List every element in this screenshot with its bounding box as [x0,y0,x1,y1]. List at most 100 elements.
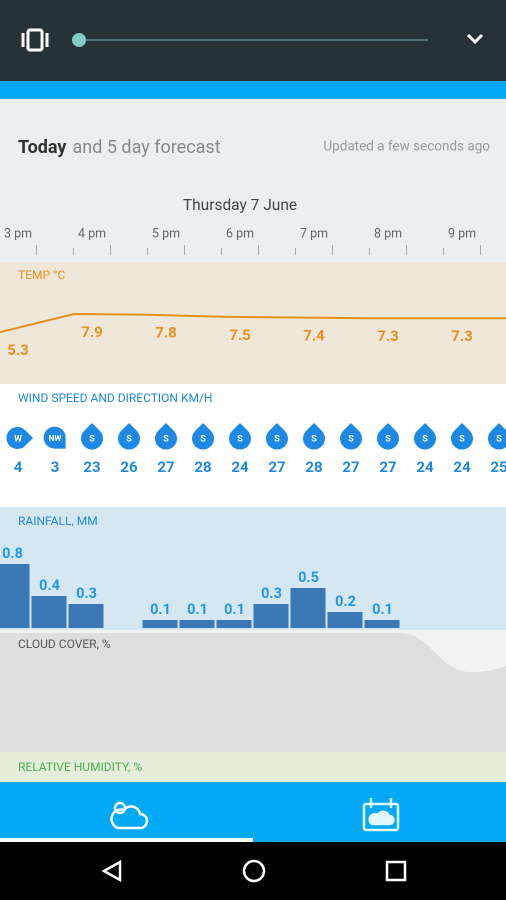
wind-drop [6,427,33,449]
wind-speed: 25 [490,458,506,476]
wind-drop [229,423,251,450]
rain-value: 0.1 [187,601,208,618]
temp-value: 7.5 [229,326,251,344]
tab-indicator [0,838,253,842]
temp-section [0,262,506,384]
vibrate-icon[interactable] [21,28,49,52]
wind-direction: W [14,434,22,444]
calendar-tab[interactable] [362,798,400,832]
wind-drop [451,423,473,450]
time-label: 3 pm [4,226,32,241]
wind-drop [377,423,399,450]
home-button[interactable] [242,859,266,883]
date: Thursday 7 June [183,196,297,214]
wind-drop [303,423,325,450]
wind-drop [155,423,177,450]
updated: Updated a few seconds ago [323,139,490,155]
rain-bar [68,604,104,628]
rain-bar [142,620,178,628]
wind-direction: S [89,434,95,444]
wind-icon: S [414,423,436,450]
humidity-section [0,752,506,782]
wind-drop [81,423,103,450]
time-label: 7 pm [300,226,328,241]
rain-value: 0.3 [261,585,282,602]
accent-strip [0,81,506,99]
rain-bar [0,564,30,628]
wind-speed: 26 [120,458,138,476]
wind-speed: 24 [231,458,249,476]
title-bold: Today [18,137,67,158]
wind-icon: S [451,423,473,450]
rain-value: 0.1 [372,601,393,618]
wind-direction: S [163,434,169,444]
title: Today and 5 day forecast [18,137,221,158]
rain-bar [253,604,289,628]
cloud-area [0,633,506,752]
rain-bar [327,612,363,628]
time-label: 4 pm [78,226,106,241]
wind-icon: S [155,423,177,450]
rain-value: 0.2 [335,593,356,610]
wind-drop [118,423,140,450]
wind-icon: W [6,427,33,449]
wind-direction: S [496,434,502,444]
temp-value: 7.3 [377,327,399,345]
temp-value: 7.3 [451,327,473,345]
wind-drop [414,423,436,450]
time-label: 9 pm [448,226,476,241]
wind-icon: S [118,423,140,450]
temp-line [0,312,506,334]
wind-speed: 23 [83,458,100,476]
recents-button[interactable] [385,860,407,882]
rain-value: 0.3 [76,585,97,602]
section-label: CLOUD COVER, % [18,637,111,651]
temp-value: 7.9 [81,323,103,341]
rain-value: 0.4 [39,577,60,594]
wind-direction: S [237,434,243,444]
slider-thumb[interactable] [72,33,86,47]
wind-icon: S [81,423,103,450]
wind-direction: S [126,434,132,444]
time-label: 5 pm [152,226,180,241]
bottom-nav [0,782,506,842]
forecast-tab[interactable] [110,801,149,830]
temp-value: 5.3 [7,341,29,359]
system-nav [0,842,506,900]
wind-speed: 27 [379,458,396,476]
wind-speed: 27 [342,458,359,476]
rain-bar [31,596,67,628]
wind-drop [266,423,288,450]
section-label: WIND SPEED AND DIRECTION KM/H [18,391,212,405]
wind-direction: S [348,434,354,444]
wind-speed: 27 [157,458,174,476]
section-label: RELATIVE HUMIDITY, % [18,760,142,774]
wind-direction: S [459,434,465,444]
wind-direction: S [200,434,206,444]
wind-icon: S [340,423,362,450]
wind-icon: S [377,423,399,450]
wind-speed: 3 [51,458,60,476]
wind-speed: 28 [305,458,322,476]
wind-direction: S [311,434,317,444]
wind-speed: 4 [14,458,23,476]
wind-icon: NW [43,426,66,449]
wind-drop [488,423,506,450]
time-label: 6 pm [226,226,254,241]
back-button[interactable] [101,859,122,883]
wind-drop [43,426,66,449]
chevron[interactable] [466,33,484,45]
wind-direction: NW [49,434,62,443]
wind-icon: S [266,423,288,450]
wind-speed: 24 [453,458,471,476]
wind-direction: S [422,434,428,444]
section-label: RAINFALL, MM [18,514,98,528]
temp-value: 7.4 [303,326,325,344]
rain-bar [290,588,326,628]
wind-speed: 28 [194,458,211,476]
wind-icon: S [192,423,214,450]
section-label: TEMP °C [18,268,65,282]
wind-drop [340,423,362,450]
wind-drop [192,423,214,450]
wind-direction: S [385,434,391,444]
